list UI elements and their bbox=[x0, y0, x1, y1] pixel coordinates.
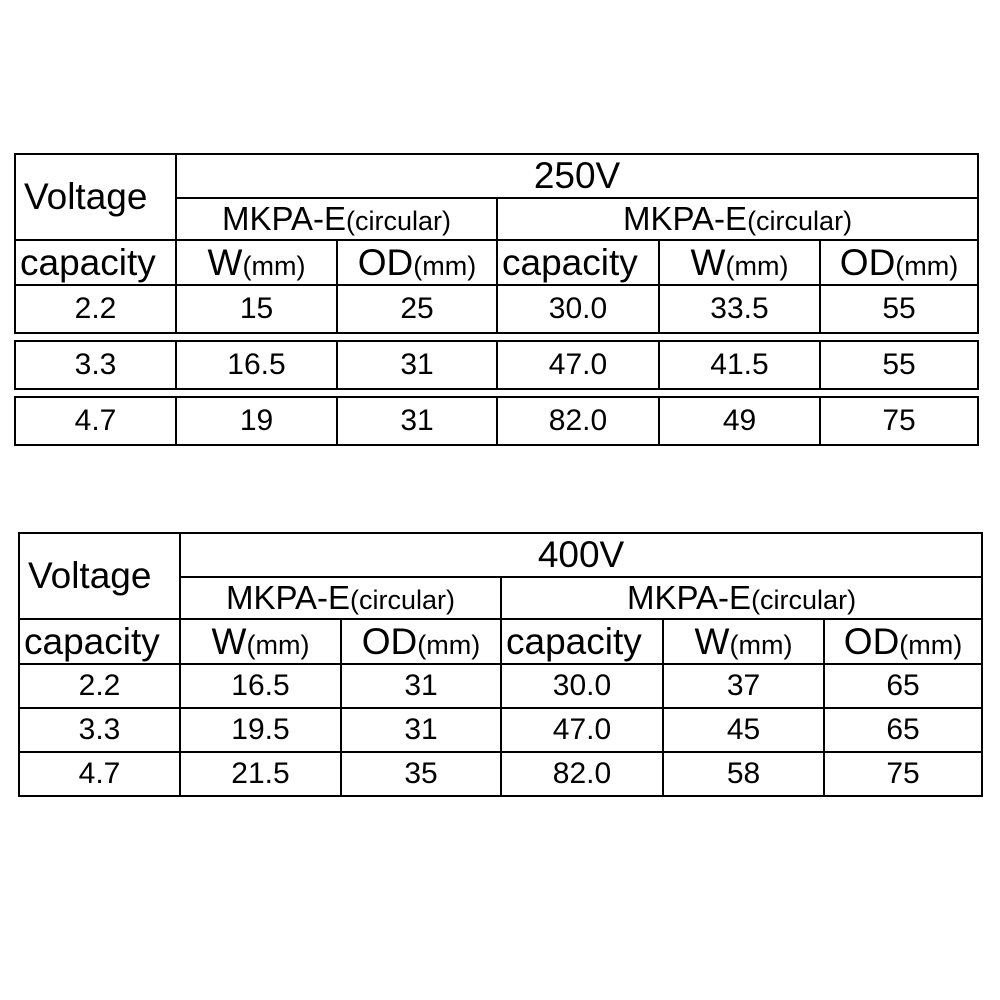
od-cell: 75 bbox=[822, 751, 984, 797]
od-cell: 65 bbox=[822, 707, 984, 753]
w-cell: 49 bbox=[658, 396, 821, 446]
w-cell: 45 bbox=[662, 707, 825, 753]
capacity-header: capacity bbox=[496, 239, 660, 286]
capacity-cell: 82.0 bbox=[500, 751, 664, 797]
w-cell: 19 bbox=[175, 396, 338, 446]
series-right-header: MKPA-E(circular) bbox=[495, 197, 980, 241]
od-cell: 65 bbox=[822, 663, 984, 709]
series-right-header: MKPA-E(circular) bbox=[499, 576, 984, 620]
w-cell: 37 bbox=[662, 663, 825, 709]
w-header: W(mm) bbox=[662, 618, 825, 665]
w-header: W(mm) bbox=[175, 239, 338, 286]
capacity-cell: 82.0 bbox=[496, 396, 660, 446]
capacity-cell: 4.7 bbox=[14, 396, 177, 446]
voltage-value: 400V bbox=[178, 532, 984, 578]
row-gap bbox=[15, 388, 979, 398]
capacity-cell: 3.3 bbox=[14, 340, 177, 390]
table-row: 4.7 19 31 82.0 49 75 bbox=[14, 396, 980, 446]
table-row: 2.2 16.5 31 30.0 37 65 bbox=[18, 663, 984, 709]
table-row: 3.3 16.5 31 47.0 41.5 55 bbox=[14, 340, 980, 390]
w-header: W(mm) bbox=[179, 618, 342, 665]
od-header: OD(mm) bbox=[822, 618, 984, 665]
capacity-cell: 47.0 bbox=[496, 340, 660, 390]
od-cell: 55 bbox=[818, 340, 980, 390]
od-cell: 31 bbox=[336, 340, 498, 390]
capacity-cell: 47.0 bbox=[500, 707, 664, 753]
voltage-label: Voltage bbox=[14, 153, 177, 241]
od-cell: 55 bbox=[818, 284, 980, 334]
w-cell: 15 bbox=[175, 284, 338, 334]
w-cell: 58 bbox=[662, 751, 825, 797]
spec-table-250v: Voltage 250V MKPA-E(circular) MKPA-E(cir… bbox=[14, 153, 980, 446]
od-header: OD(mm) bbox=[340, 618, 502, 665]
table-row: 4.7 21.5 35 82.0 58 75 bbox=[18, 751, 984, 797]
w-header: W(mm) bbox=[658, 239, 821, 286]
od-cell: 31 bbox=[340, 663, 502, 709]
capacity-cell: 4.7 bbox=[18, 751, 181, 797]
w-cell: 41.5 bbox=[658, 340, 821, 390]
capacity-header: capacity bbox=[500, 618, 664, 665]
od-header: OD(mm) bbox=[336, 239, 498, 286]
voltage-value: 250V bbox=[174, 153, 980, 199]
capacity-header: capacity bbox=[14, 239, 177, 286]
series-left-header: MKPA-E(circular) bbox=[179, 576, 502, 620]
capacity-cell: 30.0 bbox=[500, 663, 664, 709]
capacity-cell: 2.2 bbox=[14, 284, 177, 334]
od-header: OD(mm) bbox=[818, 239, 980, 286]
w-cell: 16.5 bbox=[179, 663, 342, 709]
w-cell: 19.5 bbox=[179, 707, 342, 753]
od-cell: 75 bbox=[818, 396, 980, 446]
voltage-label: Voltage bbox=[18, 532, 181, 620]
capacity-header: capacity bbox=[18, 618, 181, 665]
capacity-cell: 3.3 bbox=[18, 707, 181, 753]
w-cell: 16.5 bbox=[175, 340, 338, 390]
od-cell: 25 bbox=[336, 284, 498, 334]
capacity-cell: 2.2 bbox=[18, 663, 181, 709]
table-row: 2.2 15 25 30.0 33.5 55 bbox=[14, 284, 980, 334]
table-row: 3.3 19.5 31 47.0 45 65 bbox=[18, 707, 984, 753]
series-left-header: MKPA-E(circular) bbox=[175, 197, 498, 241]
w-cell: 33.5 bbox=[658, 284, 821, 334]
od-cell: 31 bbox=[340, 707, 502, 753]
capacity-cell: 30.0 bbox=[496, 284, 660, 334]
w-cell: 21.5 bbox=[179, 751, 342, 797]
spec-table-400v: Voltage 400V MKPA-E(circular) MKPA-E(cir… bbox=[18, 532, 984, 797]
od-cell: 31 bbox=[336, 396, 498, 446]
od-cell: 35 bbox=[340, 751, 502, 797]
row-gap bbox=[15, 332, 979, 342]
